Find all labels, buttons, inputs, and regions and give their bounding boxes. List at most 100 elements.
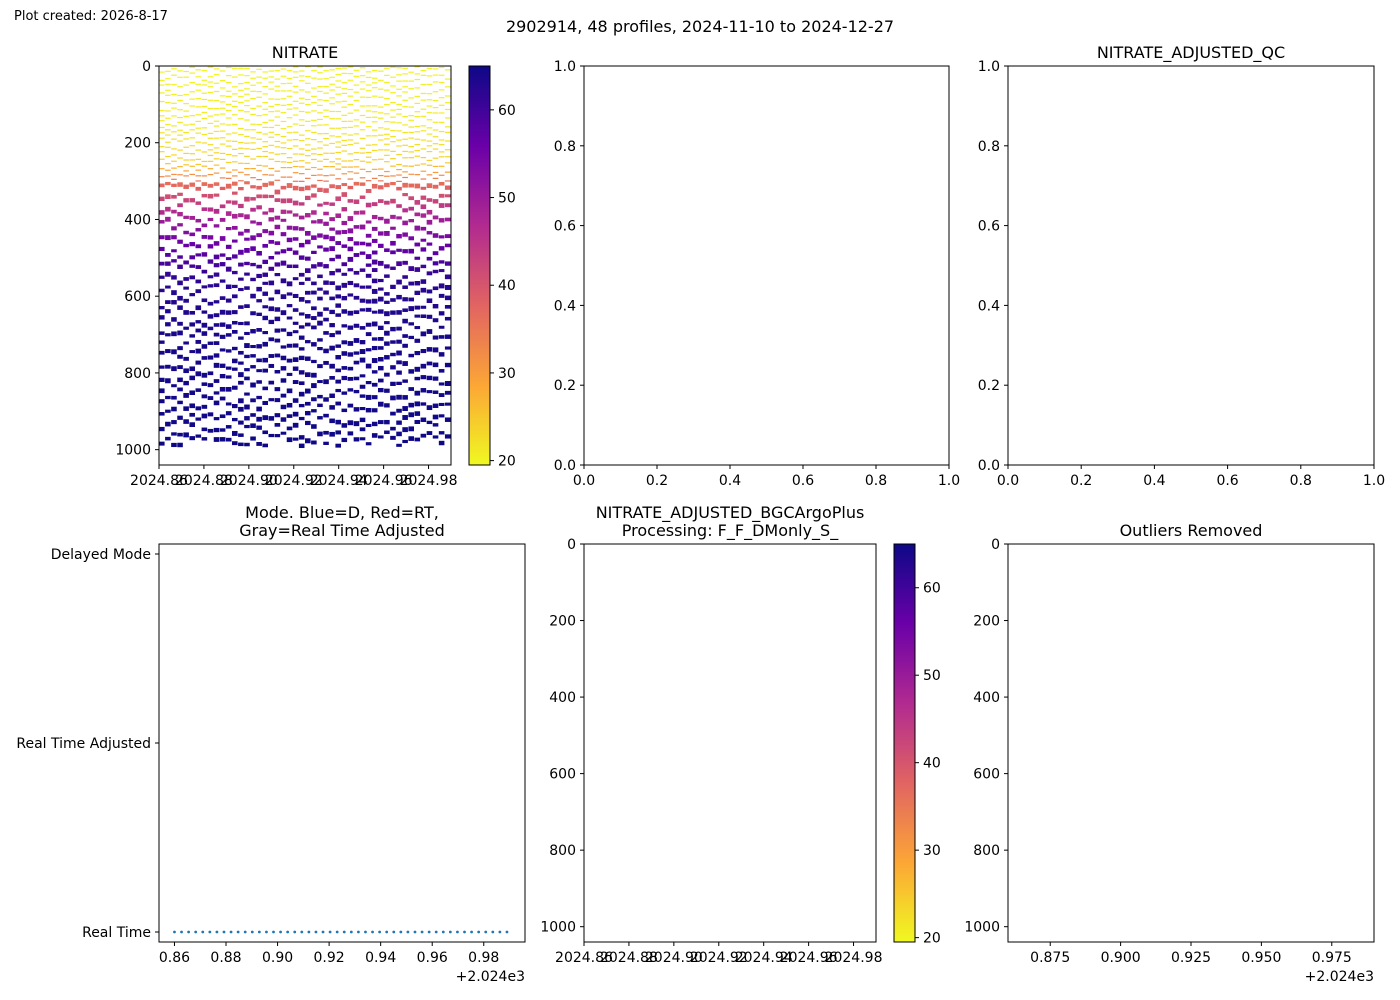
heatmap-cell [347,246,354,252]
heatmap-cell [378,357,384,362]
heatmap-cell [359,394,366,398]
heatmap-cell [371,95,378,97]
heatmap-cell [378,325,384,330]
heatmap-cell [177,432,183,437]
heatmap-cell [438,89,445,91]
x-tick-label: 0.6 [1216,473,1238,489]
heatmap-cell [408,80,414,82]
heatmap-cell [408,106,414,108]
heatmap-cell [323,360,329,365]
heatmap-cell [238,171,244,173]
heatmap-cell [444,86,451,88]
heatmap-cell [195,388,202,392]
heatmap-cell [195,141,202,143]
heatmap-cell [329,135,335,137]
heatmap-cell [189,159,195,161]
heatmap-cell [201,437,208,441]
heatmap-cell [305,66,311,68]
heatmap-cell [274,78,281,80]
x-tick-label: 0.86 [159,950,190,966]
heatmap-cell [250,113,256,115]
heatmap-cell [165,169,171,171]
heatmap-cell [177,442,183,448]
x-tick-label: 0.950 [1241,950,1281,966]
heatmap-cell [420,130,427,132]
heatmap-cell [298,89,305,91]
heatmap-cell [438,246,445,251]
heatmap-cell [256,328,262,332]
heatmap-cell [329,236,335,242]
heatmap-cell [183,131,189,134]
heatmap-cell [359,326,366,330]
heatmap-cell [225,140,232,142]
heatmap-cell [359,182,366,186]
heatmap-cell [311,125,317,127]
heatmap-cell [359,67,366,69]
heatmap-cell [213,137,220,139]
heatmap-cell [159,92,165,94]
heatmap-cell [232,294,238,299]
heatmap-cell [365,126,372,128]
heatmap-cell [244,142,250,144]
heatmap-cell [432,423,439,427]
heatmap-cell [195,114,202,116]
heatmap-cell [396,420,402,425]
heatmap-cell [207,81,214,83]
heatmap-cell [298,435,305,440]
heatmap-cell [384,133,390,135]
heatmap-cell [390,121,396,123]
heatmap-cell [201,79,208,81]
mode-point [286,930,290,934]
heatmap-cell [408,322,414,326]
heatmap-cell [165,94,171,96]
heatmap-cell [402,193,408,197]
heatmap-cell [219,217,226,222]
heatmap-cell [390,130,396,132]
heatmap-cell [189,334,195,338]
heatmap-cell [280,98,287,100]
heatmap-cell [396,204,402,208]
heatmap-cell [408,131,414,133]
heatmap-cell [244,148,250,150]
heatmap-cell [444,149,451,151]
heatmap-cell [250,329,256,334]
heatmap-cell [256,185,262,190]
mode-point [448,930,452,934]
heatmap-cell [359,268,366,272]
heatmap-cell [420,83,427,86]
heatmap-cell [159,399,165,404]
axes-title: NITRATE_ADJUSTED_BGCArgoPlus [596,503,865,523]
heatmap-cell [256,76,262,78]
heatmap-cell [378,365,384,371]
heatmap-cell [420,314,427,319]
heatmap-cell [347,144,354,146]
heatmap-cell [201,160,208,163]
heatmap-cell [390,381,396,386]
heatmap-cell [225,211,232,216]
heatmap-cell [286,157,293,159]
heatmap-cell [274,353,281,358]
heatmap-cell [384,330,390,336]
heatmap-cell [438,260,445,264]
heatmap-cell [250,311,256,316]
heatmap-cell [268,167,275,170]
heatmap-cell [414,200,421,205]
heatmap-cell [244,416,250,421]
heatmap-cell [414,267,421,272]
heatmap-cell [402,106,408,108]
x-tick-label: 0.875 [1030,950,1070,966]
heatmap-cell [426,219,433,225]
heatmap-cell [414,419,421,425]
heatmap-cell [213,90,220,93]
heatmap-cell [219,113,226,115]
heatmap-cell [262,400,268,406]
heatmap-cell [195,328,202,333]
heatmap-cell [329,166,335,168]
heatmap-cell [438,156,445,158]
heatmap-cell [420,92,427,95]
heatmap-cell [171,167,177,169]
heatmap-cell [274,134,281,136]
y-tick-label: 200 [124,136,151,152]
heatmap-cell [335,294,341,299]
heatmap-cell [371,408,378,413]
